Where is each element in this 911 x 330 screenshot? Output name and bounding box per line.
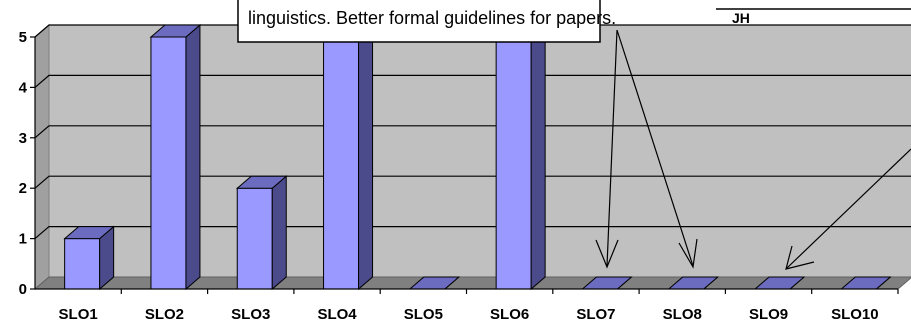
plot-side-wall bbox=[34, 23, 50, 291]
x-tick-label: SLO4 bbox=[317, 306, 357, 323]
bar-top bbox=[149, 24, 202, 38]
bar-side bbox=[185, 23, 201, 291]
gridlines bbox=[34, 24, 911, 240]
bars bbox=[63, 23, 892, 291]
arrow-head-slo7 bbox=[595, 239, 619, 269]
bar-front bbox=[64, 238, 101, 290]
gridline bbox=[34, 24, 911, 38]
arrow-line-slo9 bbox=[786, 148, 911, 269]
bar-side bbox=[530, 23, 546, 291]
bar-slo4 bbox=[322, 23, 374, 291]
gridline bbox=[34, 125, 911, 139]
y-tick-label: 0 bbox=[19, 281, 27, 298]
annotation-callout: linguistics. Better formal guidelines fo… bbox=[237, 0, 616, 43]
y-tick-label: 3 bbox=[19, 130, 27, 147]
x-tick-label: SLO5 bbox=[404, 306, 443, 323]
legend-text: JH bbox=[732, 10, 750, 26]
annotation-box bbox=[237, 0, 601, 43]
bar-slo7 bbox=[581, 276, 633, 290]
annotation-text: linguistics. Better formal guidelines fo… bbox=[248, 8, 616, 28]
y-tick-labels: 0 1 2 3 4 5 bbox=[19, 29, 28, 298]
y-tick-label: 1 bbox=[19, 231, 27, 248]
bar-slo1 bbox=[63, 225, 116, 291]
annotation-arrows bbox=[595, 29, 911, 270]
x-tick-label: SLO7 bbox=[576, 306, 615, 323]
bar-slo9 bbox=[753, 276, 806, 290]
x-tick-label: SLO10 bbox=[831, 306, 879, 323]
y-tick-label: 5 bbox=[19, 29, 27, 46]
arrow-head-slo9 bbox=[785, 245, 815, 270]
bar-top bbox=[235, 175, 288, 189]
x-tick-label: SLO2 bbox=[145, 306, 184, 323]
x-tick-label: SLO1 bbox=[59, 306, 98, 323]
bar-front bbox=[323, 36, 360, 290]
x-tick-label: SLO8 bbox=[663, 306, 702, 323]
gridline bbox=[34, 226, 911, 240]
bar-slo3 bbox=[235, 175, 288, 291]
bar-side bbox=[358, 23, 374, 291]
x-tick-label: SLO3 bbox=[231, 306, 270, 323]
legend-fragment: JH bbox=[716, 8, 911, 26]
bar-front bbox=[150, 36, 187, 290]
y-tick-label: 4 bbox=[19, 79, 28, 96]
arrow-head-slo8 bbox=[678, 238, 698, 269]
bar-front bbox=[236, 187, 273, 290]
bar-side bbox=[271, 175, 287, 291]
y-tick-label: 2 bbox=[19, 180, 27, 197]
gridline bbox=[34, 175, 911, 189]
x-tick-labels: SLO1 SLO2 SLO3 SLO4 SLO5 SLO6 SLO7 SLO8 SLO9 SLO1… bbox=[59, 306, 879, 323]
bar-front bbox=[495, 36, 532, 290]
gridline bbox=[34, 74, 911, 88]
x-tick-label: SLO9 bbox=[749, 306, 788, 323]
bar-slo2 bbox=[149, 23, 202, 291]
x-tick-label: SLO6 bbox=[490, 306, 529, 323]
bar-slo6 bbox=[494, 23, 547, 291]
arrow-line-slo8 bbox=[616, 29, 694, 267]
arrow-line-slo7 bbox=[606, 29, 618, 267]
axes bbox=[30, 36, 899, 294]
bar-top bbox=[63, 226, 116, 240]
